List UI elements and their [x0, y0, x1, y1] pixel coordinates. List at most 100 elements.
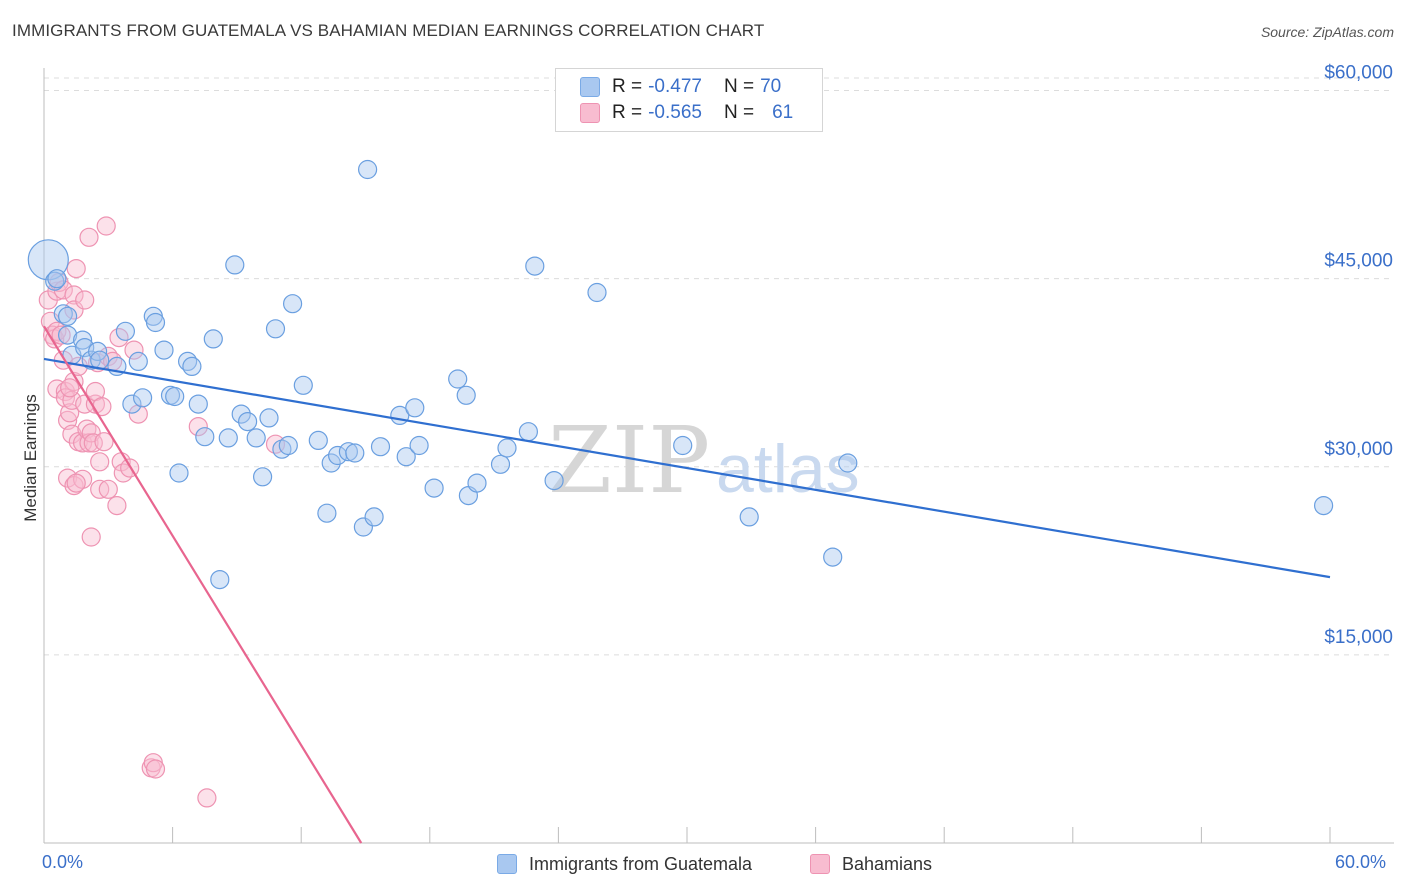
bahamians-point [51, 325, 71, 345]
guatemala-point [47, 269, 67, 289]
guatemala-point [358, 159, 378, 180]
legend-n-value: 70 [760, 76, 782, 97]
bottom-legend-guatemala: Immigrants from Guatemala [497, 851, 752, 877]
legend-row-bahamians: R = -0.565 N = 61 [580, 100, 793, 126]
guatemala-point [518, 422, 539, 442]
axes [43, 68, 1394, 844]
guatemala-point [278, 435, 298, 456]
bahamians-point [90, 452, 110, 472]
guatemala-point [72, 330, 93, 350]
guatemala-point [238, 412, 258, 432]
guatemala-point [115, 321, 136, 341]
bahamians-point [197, 788, 217, 808]
guatemala-point [739, 507, 759, 527]
bottom-legend-bahamians: Bahamians [810, 851, 932, 877]
bahamians-point [64, 285, 84, 305]
guatemala-point [317, 503, 337, 523]
bahamians-point [66, 473, 86, 493]
y-tick-labels: $15,000 $30,000 $45,000 $60,000 [1324, 63, 1393, 648]
guatemala-point [293, 375, 313, 395]
legend-n-label: N = [723, 76, 755, 97]
bahamians-point [60, 378, 80, 398]
bottom-legend-swatch-guatemala [497, 854, 517, 874]
correlation-legend: R = -0.477 N = 70 R = -0.565 N = 61 [555, 68, 823, 132]
guatemala-point [145, 312, 166, 333]
guatemala-point [45, 271, 65, 291]
guatemala-point [338, 442, 358, 462]
y-tick-label: $15,000 [1324, 627, 1393, 648]
guatemala-point [823, 547, 843, 567]
guatemala-point [405, 398, 425, 418]
source-label: Source: ZipAtlas.com [1260, 24, 1394, 40]
guatemala-point [364, 507, 384, 527]
bahamians-point [79, 227, 99, 247]
bahamians-point [92, 397, 112, 417]
bahamians-points [38, 216, 286, 808]
guatemala-point [467, 473, 487, 493]
legend-r-label: R = [612, 76, 643, 97]
guatemala-point [128, 351, 148, 371]
watermark-atlas: atlas [716, 431, 860, 507]
guatemala-point [195, 427, 215, 447]
bahamians-point [188, 417, 208, 437]
bahamians-point [98, 479, 118, 499]
guatemala-point [283, 294, 303, 314]
bahamians-point [107, 496, 127, 516]
bahamians-point [60, 403, 80, 423]
guatemala-point [272, 439, 292, 459]
guatemala-point [396, 447, 416, 467]
guatemala-point [165, 386, 185, 407]
guatemala-point [544, 471, 564, 491]
guatemala-point [218, 428, 238, 448]
guatemala-trend-line [43, 357, 1331, 579]
guatemala-points [27, 159, 1334, 590]
bahamians-point [96, 216, 116, 236]
chart-title: IMMIGRANTS FROM GUATEMALA VS BAHAMIAN ME… [12, 21, 765, 40]
guatemala-point [308, 430, 328, 450]
guatemala-point [182, 356, 202, 376]
y-tick-label: $30,000 [1324, 439, 1393, 460]
guatemala-point [265, 319, 286, 339]
guatemala-point [345, 443, 365, 463]
bahamians-trend-line [43, 325, 363, 844]
x-axis-min-label: 0.0% [42, 852, 84, 872]
guatemala-point [409, 435, 429, 456]
grid-lines [44, 77, 1394, 656]
legend-n-label: N = [723, 102, 755, 123]
legend-n-value: 61 [772, 102, 794, 123]
bahamians-point [113, 463, 133, 483]
guatemala-point [225, 255, 245, 275]
guatemala-point [497, 438, 517, 458]
guatemala-point [587, 282, 607, 303]
bottom-legend-label-bahamians: Bahamians [842, 853, 933, 874]
guatemala-point [210, 569, 230, 590]
x-axis-max-label: 60.0% [1335, 852, 1387, 872]
guatemala-point [424, 478, 444, 498]
guatemala-point [253, 467, 273, 487]
guatemala-point [231, 404, 251, 424]
guatemala-point [133, 388, 153, 408]
bahamians-point [75, 290, 95, 310]
legend-swatch-guatemala [580, 77, 600, 97]
legend-r-label: R = [612, 102, 643, 123]
bottom-legend-label-guatemala: Immigrants from Guatemala [529, 853, 753, 874]
guatemala-point [321, 453, 341, 473]
guatemala-point [525, 256, 545, 276]
bottom-legend-swatch-bahamians [810, 854, 830, 874]
bahamians-point [145, 759, 166, 779]
guatemala-point [188, 394, 208, 414]
watermark-zip: ZIP [548, 407, 710, 514]
bahamians-point [81, 527, 101, 547]
guatemala-point [448, 369, 468, 389]
guatemala-point [838, 453, 858, 473]
guatemala-point [203, 329, 223, 349]
guatemala-point [1313, 496, 1334, 516]
y-tick-label: $45,000 [1324, 251, 1393, 272]
guatemala-point [490, 454, 511, 474]
guatemala-point [259, 408, 279, 428]
guatemala-point [122, 394, 142, 414]
legend-r-value: -0.477 [648, 76, 702, 97]
bahamians-point [94, 432, 114, 452]
guatemala-point [154, 340, 174, 360]
guatemala-point [456, 385, 476, 405]
